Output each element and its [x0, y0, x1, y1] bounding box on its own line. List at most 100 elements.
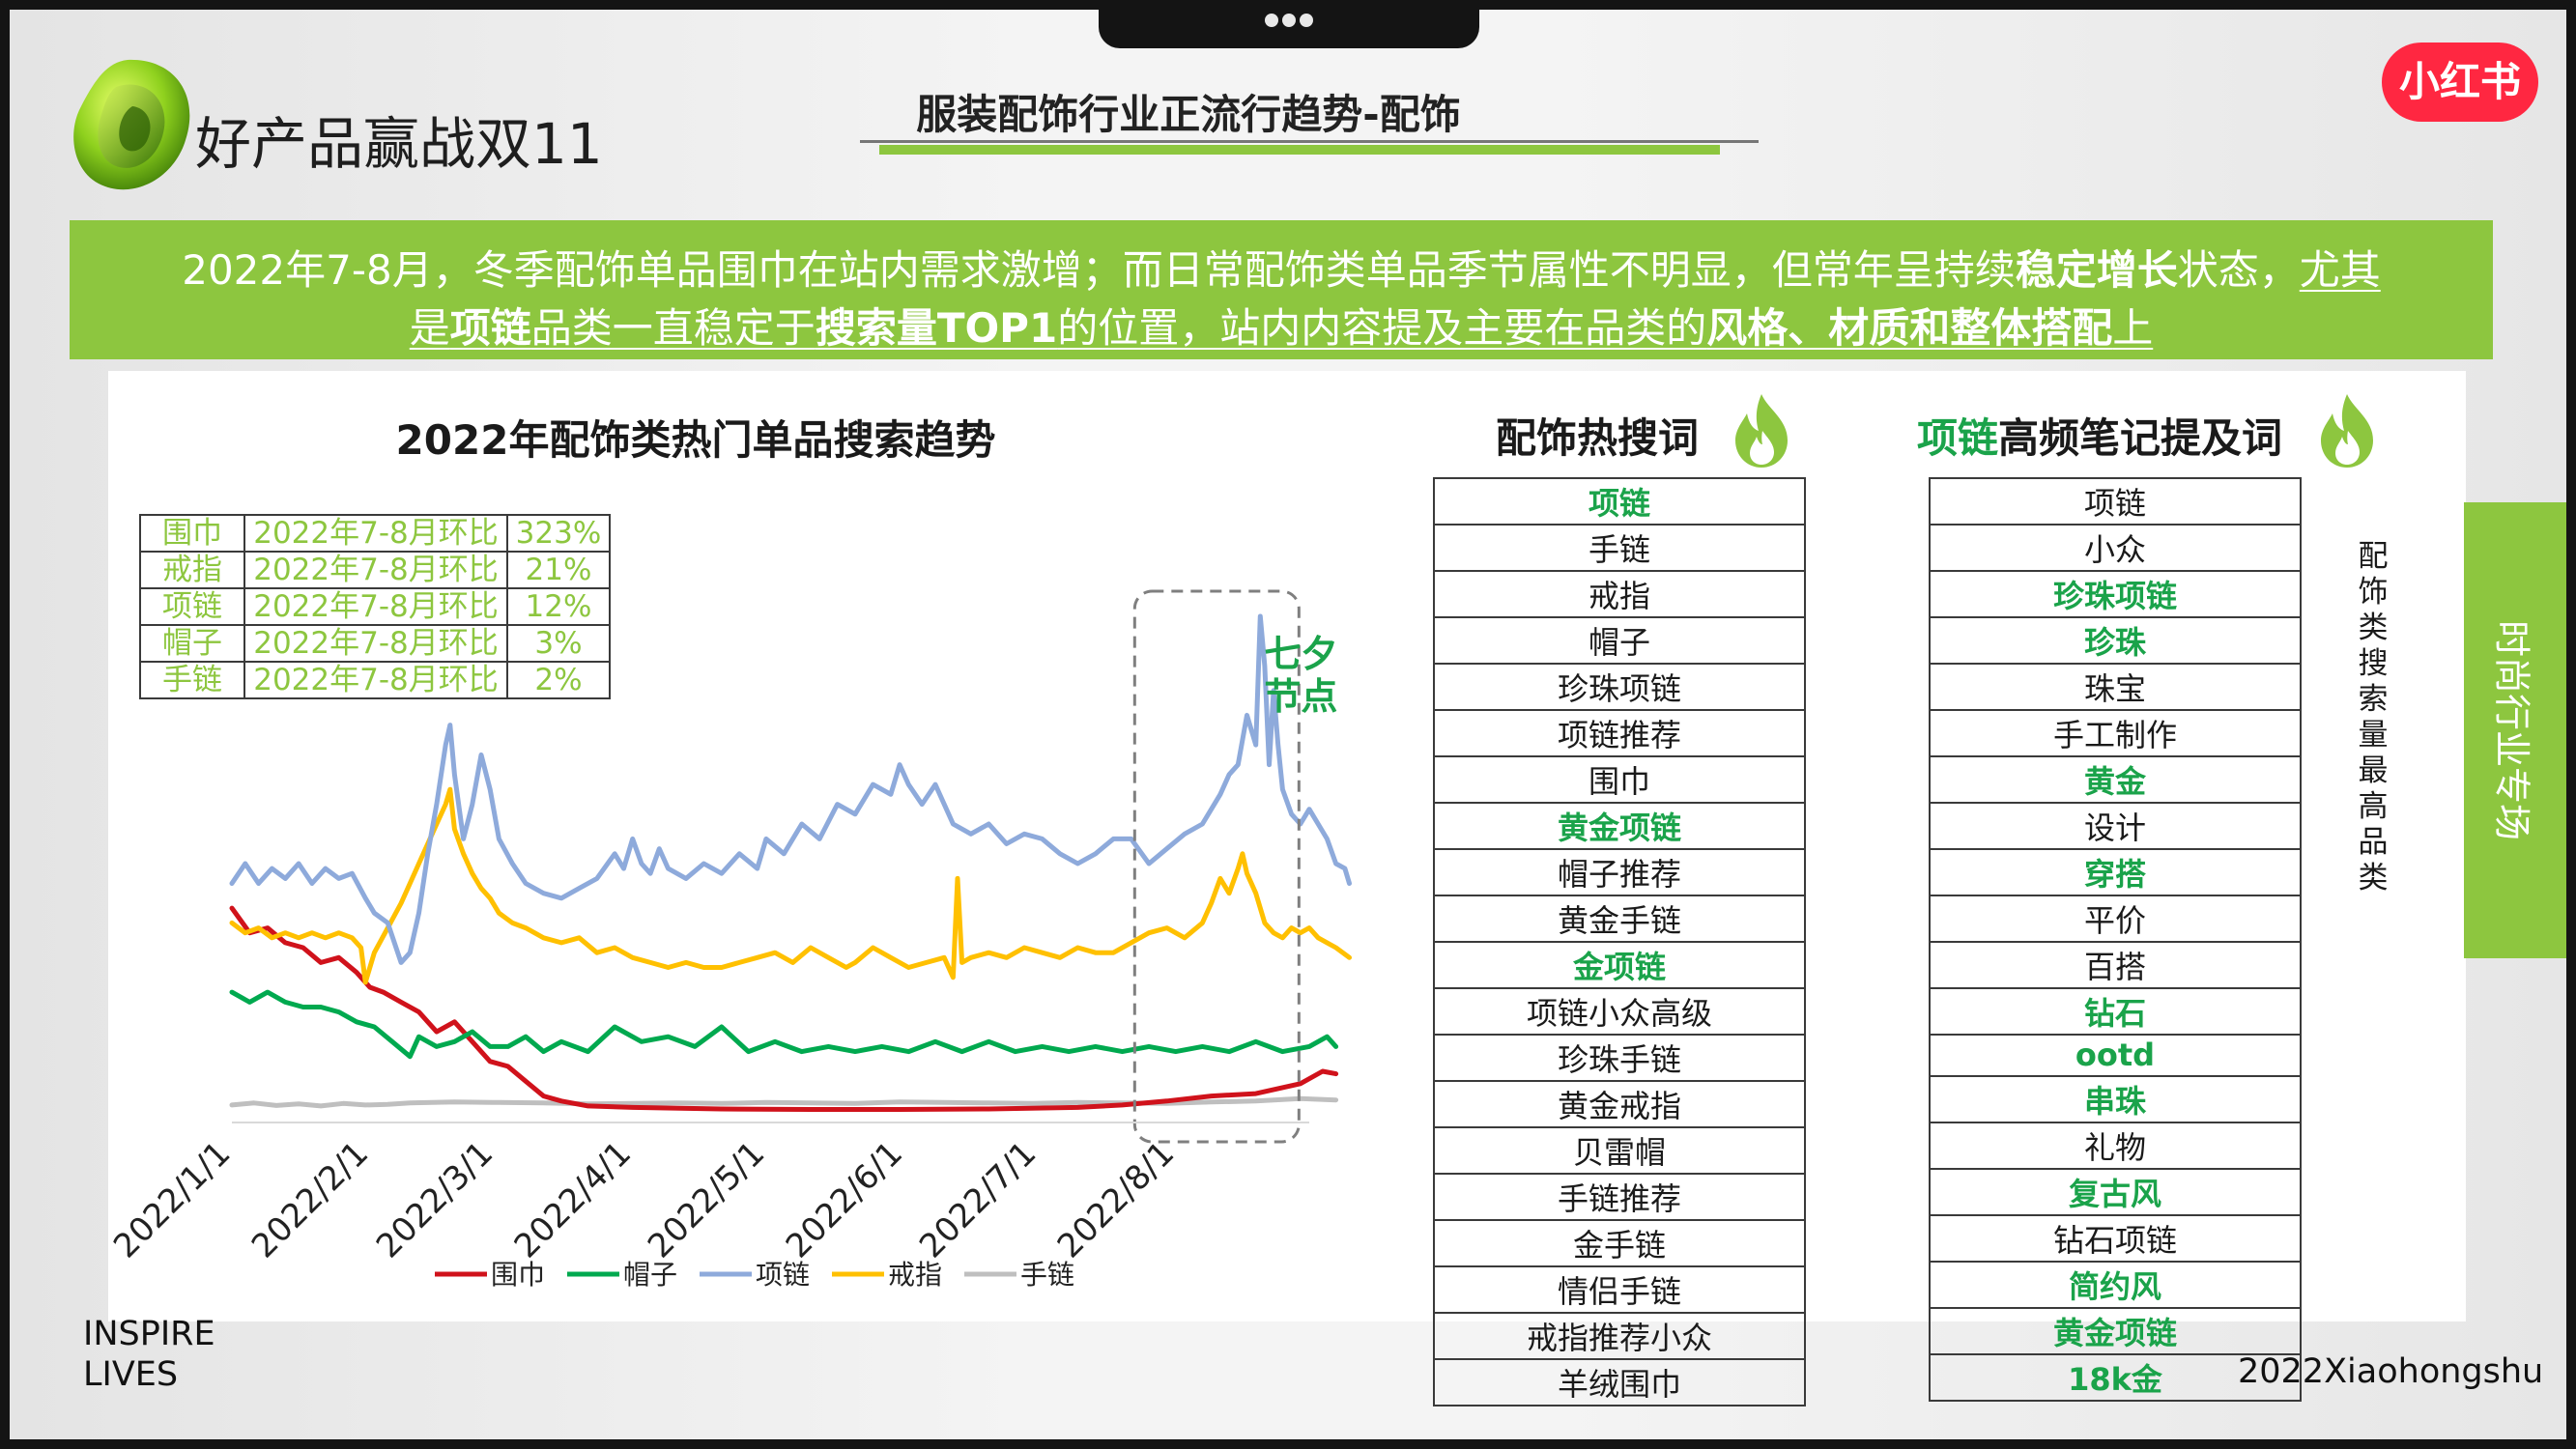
dot-icon [1282, 14, 1296, 27]
banner-text: 品类一直稳定于 [530, 304, 816, 352]
annotation-layer: 七夕节点 [1132, 589, 1337, 1144]
annotation-line: 节点 [1264, 675, 1337, 718]
flame-icon [2321, 394, 2373, 468]
keyword-cell: 珍珠项链 [1433, 663, 1806, 711]
side-tab-label: 时尚行业专场 [2490, 619, 2533, 841]
side-tab[interactable] [2464, 502, 2566, 958]
keyword-cell: 珍珠手链 [1433, 1034, 1806, 1082]
x-tick-label: 2022/4/1 [507, 1134, 639, 1265]
legend-label: 手链 [1020, 1259, 1074, 1291]
ratio-label: 2022年7-8月环比 [243, 587, 508, 626]
ratio-value: 21% [506, 551, 611, 589]
keyword-cell: 项链推荐 [1433, 709, 1806, 757]
x-tick-label: 2022/1/1 [106, 1134, 238, 1265]
legend-label: 项链 [756, 1259, 810, 1291]
keyword-cell: 贝雷帽 [1433, 1126, 1806, 1175]
ratio-value: 323% [506, 514, 611, 553]
keyword-cell: 项链 [1433, 477, 1806, 526]
series-layer [229, 613, 1352, 1112]
keyword-row: 戒指 [1433, 570, 1806, 618]
keyword-cell: 黄金手链 [1433, 895, 1806, 943]
x-tick-label: 2022/5/1 [641, 1134, 772, 1265]
keyword-cell: 串珠 [1929, 1074, 2302, 1123]
banner-text: 状态， [2177, 246, 2300, 294]
keyword-row: 金手链 [1433, 1219, 1806, 1267]
legend-label: 戒指 [888, 1259, 942, 1291]
banner-underlined-text: 尤其 [2299, 246, 2381, 294]
keyword-row: 百搭 [1929, 941, 2302, 989]
keyword-cell: 钻石 [1929, 987, 2302, 1036]
keyword-cell: 穿搭 [1929, 848, 2302, 896]
ratio-row: 围巾 2022年7-8月环比 323% [139, 514, 611, 553]
keyword-cell: 百搭 [1929, 941, 2302, 989]
keyword-cell: 手链 [1433, 524, 1806, 572]
keyword-row: 黄金项链 [1929, 1306, 2302, 1355]
keyword-row: 金项链 [1433, 941, 1806, 989]
keyword-cell: 戒指 [1433, 570, 1806, 618]
keyword-row: 帽子 [1433, 616, 1806, 665]
side-tab-label-wrap: 时尚行业专场 [2464, 502, 2566, 958]
inspire-line: LIVES [83, 1355, 179, 1394]
keyword-row: 黄金 [1929, 755, 2302, 804]
keyword-cell: 项链小众高级 [1433, 987, 1806, 1036]
ratio-label: 2022年7-8月环比 [243, 661, 508, 699]
keyword-cell: 钻石项链 [1929, 1213, 2302, 1263]
banner-text: 2022年7-8月，冬季配饰单品围巾在站内需求激增；而日常配饰类单品季节属性不明… [182, 246, 2016, 294]
keyword-row: 珍珠项链 [1929, 570, 2302, 618]
keyword-row: 复古风 [1929, 1167, 2302, 1216]
ratio-row: 项链 2022年7-8月环比 12% [139, 587, 611, 626]
keyword-row: 设计 [1929, 802, 2302, 850]
annotation-line: 七夕 [1264, 633, 1337, 675]
keyword-row: 项链推荐 [1433, 709, 1806, 757]
keyword-cell: 黄金戒指 [1433, 1080, 1806, 1128]
keyword-row: 珍珠 [1929, 616, 2302, 665]
keyword-cell: 金手链 [1433, 1219, 1806, 1267]
ratio-row: 手链 2022年7-8月环比 2% [139, 661, 611, 699]
ratio-item: 帽子 [139, 624, 245, 663]
ratio-item: 围巾 [139, 514, 245, 553]
banner-emphasis: 项链 [449, 304, 531, 352]
keyword-row: 情侣手链 [1433, 1265, 1806, 1314]
keyword-cell: 围巾 [1433, 755, 1806, 804]
note-words-table: 项链 小众 珍珠项链 珍珠 珠宝 手工制作 黄金 设计 穿搭 平价 百搭 钻石 ootd 串珠 礼物 复古风钻… [1929, 477, 2302, 1402]
xiaohongshu-logo: 小红书 [2382, 43, 2538, 122]
keyword-cell: 礼物 [1929, 1121, 2302, 1170]
keyword-cell: 平价 [1929, 895, 2302, 943]
keyword-row: 手链 [1433, 524, 1806, 572]
keyword-cell: 金项链 [1433, 941, 1806, 989]
x-tick-label: 2022/8/1 [1050, 1134, 1182, 1265]
keyword-cell: 设计 [1929, 802, 2302, 850]
banner-line-2: 是项链品类一直稳定于搜索量TOP1的位置，站内内容提及主要在品类的风格、材质和整… [70, 296, 2493, 355]
keyword-row: ootd [1929, 1034, 2302, 1077]
keyword-row: 礼物 [1929, 1121, 2302, 1170]
keyword-row: 珍珠手链 [1433, 1034, 1806, 1082]
legend-label: 帽子 [623, 1259, 677, 1291]
side-note: 配饰类搜索量最高品类 [2358, 539, 2389, 895]
title-underline [860, 140, 1759, 143]
keyword-cell: 黄金 [1929, 755, 2302, 804]
banner-emphasis: 风格、材质和整体搭配 [1706, 304, 2113, 352]
chart-title: 2022年配饰类热门单品搜索趋势 [395, 416, 996, 464]
ratio-label: 2022年7-8月环比 [243, 551, 508, 589]
keyword-cell: 珍珠 [1929, 616, 2302, 665]
footer-copyright: 2022Xiaohongshu [2238, 1352, 2544, 1391]
hot-search-table: 项链 手链 戒指 帽子 珍珠项链 项链推荐 围巾 黄金项链 帽子推荐 黄金手链 金项链 项链小众高级珍… [1433, 477, 1806, 1406]
ratio-value: 3% [506, 624, 611, 663]
keyword-cell: 戒指推荐小众 [1433, 1312, 1806, 1360]
ratio-row: 戒指 2022年7-8月环比 21% [139, 551, 611, 589]
mom-ratio-table: 围巾 2022年7-8月环比 323% 戒指 2022年7-8月环比 21% 项链 202… [139, 514, 611, 699]
page-title: 服装配饰行业正流行趋势-配饰 [916, 91, 1461, 138]
banner-emphasis: 搜索量TOP1 [815, 304, 1058, 352]
ratio-item: 戒指 [139, 551, 245, 589]
keyword-cell: 珠宝 [1929, 663, 2302, 711]
series-line-0 [229, 905, 1339, 1112]
title-underline-accent [879, 145, 1720, 155]
banner-text: 上 [2112, 304, 2154, 352]
keyword-cell: 帽子 [1433, 616, 1806, 665]
keyword-cell: 18k金 [1929, 1352, 2302, 1402]
keyword-cell: 黄金项链 [1929, 1306, 2302, 1355]
note-words-title: 项链高频笔记提及词 [1917, 406, 2282, 465]
keyword-row: 钻石项链 [1929, 1213, 2302, 1263]
hot-search-title: 配饰热搜词 [1496, 414, 1700, 462]
